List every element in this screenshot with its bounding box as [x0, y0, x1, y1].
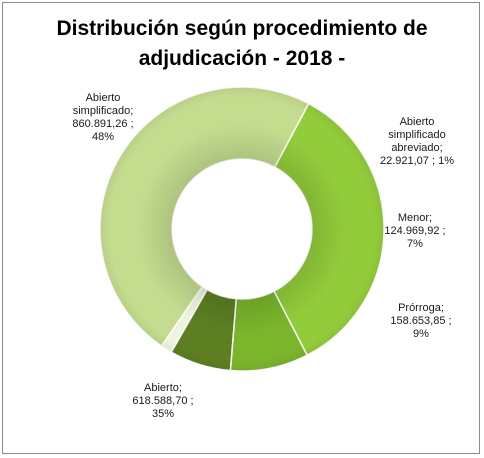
data-label-line: 618.588,70 ;: [132, 395, 193, 407]
doughnut-chart: Distribución según procedimiento de adju…: [56, 17, 454, 420]
chart-frame: Distribución según procedimiento de adju…: [2, 2, 480, 454]
data-label-line: Abierto;: [144, 382, 182, 394]
labels-group: Abierto simplificado; 860.891,26 ; 48%Abier…: [72, 92, 454, 420]
data-label-line: abreviado;: [391, 142, 442, 154]
chart-title-line-2: adjudicación - 2018 -: [139, 47, 346, 70]
data-label-abierto: Abierto; 618.588,70 ; 35%: [132, 382, 193, 420]
data-label-line: simplificado: [388, 129, 445, 141]
data-label-line: 7%: [407, 238, 423, 250]
data-label-line: 860.891,26 ;: [72, 118, 133, 130]
slices-group: [99, 86, 385, 372]
data-label-line: Abierto: [400, 116, 435, 128]
chart-title: Distribución según procedimiento de adju…: [56, 17, 427, 70]
data-label-line: Prórroga;: [398, 302, 444, 314]
data-label-abierto-simplificado: Abierto simplificado; 860.891,26 ; 48%: [72, 92, 133, 143]
data-label-line: 158.653,85 ;: [390, 315, 451, 327]
data-label-line: 9%: [413, 328, 429, 340]
chart-title-line-1: Distribución según procedimiento de: [56, 17, 427, 40]
data-label-line: 22.921,07 ; 1%: [380, 155, 454, 167]
data-label-line: 35%: [152, 408, 174, 420]
data-label-line: Abierto: [86, 92, 121, 104]
data-label-menor: Menor; 124.969,92 ; 7%: [384, 212, 445, 250]
slice-abierto: [273, 102, 385, 357]
data-label-line: 124.969,92 ;: [384, 225, 445, 237]
data-label-abierto-simplificado-abreviado: Abierto simplificado abreviado; 22.921,07 ;…: [380, 116, 454, 167]
data-label-prorroga: Prórroga; 158.653,85 ; 9%: [390, 302, 451, 340]
data-label-line: Menor;: [398, 212, 432, 224]
data-label-line: simplificado;: [73, 105, 134, 117]
data-label-line: 48%: [92, 131, 114, 143]
